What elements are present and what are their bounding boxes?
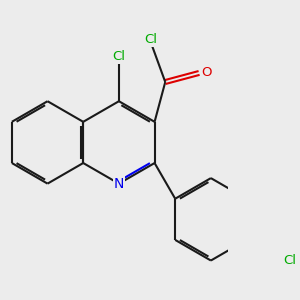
- Text: Cl: Cl: [112, 50, 125, 63]
- Text: O: O: [201, 67, 212, 80]
- Text: Cl: Cl: [283, 254, 296, 267]
- Text: Cl: Cl: [145, 33, 158, 46]
- Text: N: N: [114, 177, 124, 190]
